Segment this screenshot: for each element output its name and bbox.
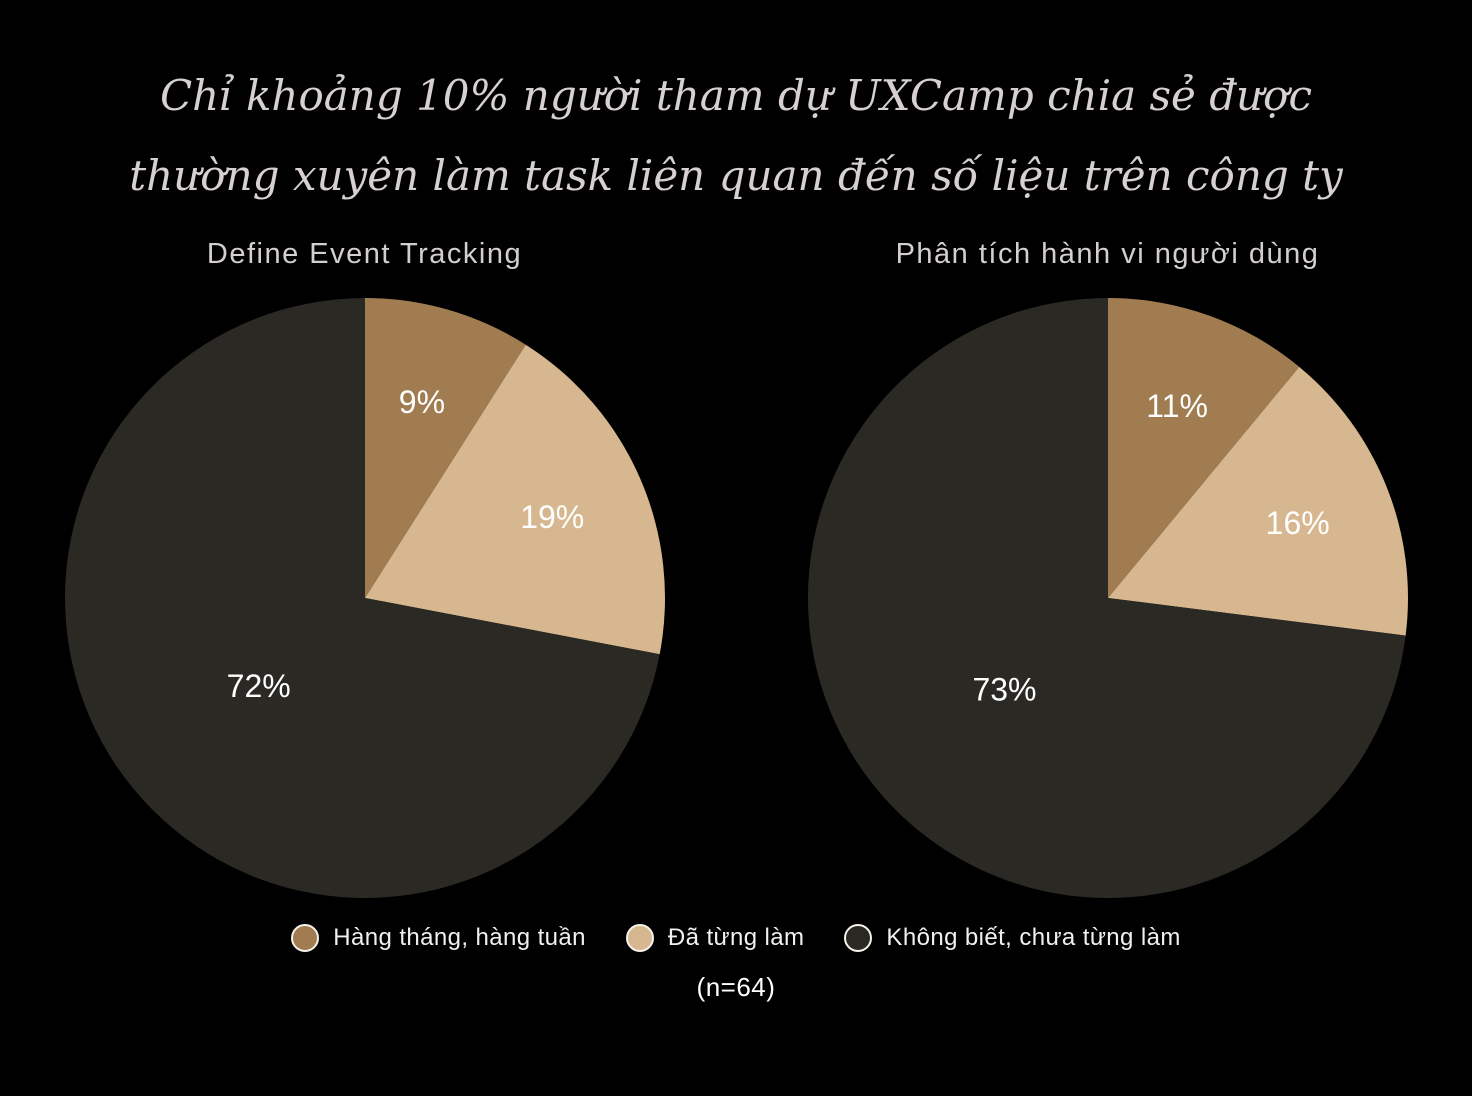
pie-percent-label: 9% (398, 384, 444, 420)
page-title-line1: Chỉ khoảng 10% người tham dự UXCamp chia… (160, 71, 1312, 120)
pie-percent-label: 73% (972, 671, 1036, 707)
pie-percent-label: 19% (520, 499, 584, 535)
pie-chart-define-event-tracking: 9% 19% 72% (64, 298, 665, 898)
legend-swatch-dark-circle-icon (844, 924, 873, 952)
legend-label-monthly-weekly: Hàng tháng, hàng tuần (333, 924, 586, 951)
charts-row: Define Event Tracking 9% 19% 72% Phân tích… (64, 234, 1408, 898)
chart-title-define-event-tracking: Define Event Tracking (206, 238, 523, 270)
page-title-line2: thường xuyên làm task liên quan đến số l… (129, 151, 1343, 200)
legend-label-never-done: Không biết, chưa từng làm (886, 924, 1181, 951)
legend-label-have-done: Đã từng làm (667, 924, 805, 951)
pie-percent-label: 16% (1265, 505, 1329, 541)
chart-user-behavior-analysis: Phân tích hành vi người dùng 11% 16% 73% (807, 234, 1408, 898)
legend-item-have-done: Đã từng làm (625, 924, 805, 952)
legend-item-monthly-weekly: Hàng tháng, hàng tuần (291, 924, 586, 952)
pie-slice (1107, 298, 1299, 598)
legend: Hàng tháng, hàng tuần Đã từng làm Không … (291, 924, 1180, 952)
pie-percent-label: 72% (226, 668, 290, 704)
pie-chart-user-behavior-analysis: 11% 16% 73% (807, 298, 1408, 898)
pie-slice (807, 298, 1406, 898)
legend-swatch-brown-circle-icon (291, 924, 320, 952)
page-title: Chỉ khoảng 10% người tham dự UXCamp chia… (129, 56, 1342, 216)
chart-title-user-behavior-analysis: Phân tích hành vi người dùng (895, 238, 1320, 270)
sample-size-note: (n=64) (696, 972, 776, 1002)
pie-slice (364, 344, 665, 655)
pie-slice (64, 298, 660, 898)
pie-slice (1107, 366, 1408, 636)
legend-item-never-done: Không biết, chưa từng làm (844, 924, 1180, 952)
pie-slice (364, 298, 526, 598)
legend-swatch-tan-circle-icon (625, 924, 654, 952)
chart-define-event-tracking: Define Event Tracking 9% 19% 72% (64, 234, 665, 898)
pie-percent-label: 11% (1146, 388, 1208, 424)
